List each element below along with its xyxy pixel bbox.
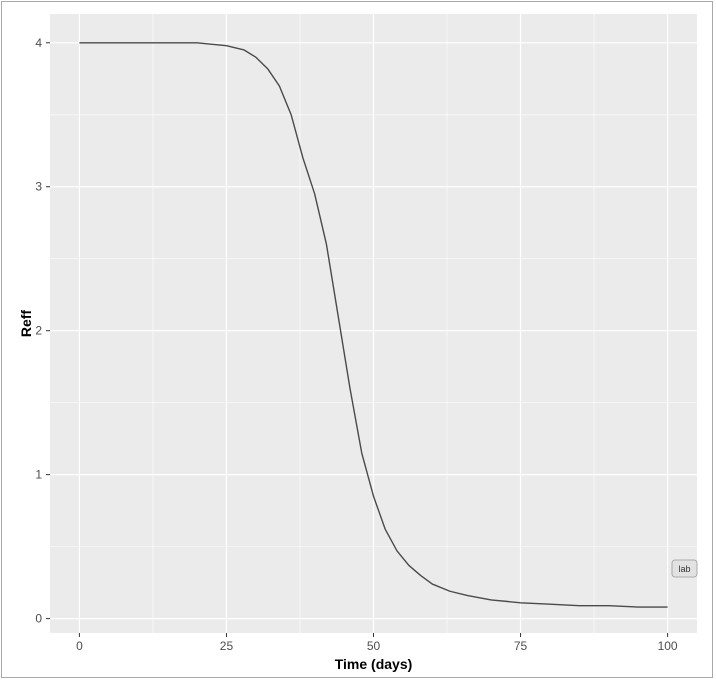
x-tick-label: 75: [514, 639, 528, 653]
x-tick-label: 100: [658, 639, 678, 653]
y-tick-label: 4: [35, 36, 42, 50]
x-tick-label: 0: [76, 639, 83, 653]
y-tick-label: 2: [35, 324, 42, 338]
lab-label-box: [671, 559, 698, 578]
y-tick-label: 3: [35, 180, 42, 194]
y-tick-label: 0: [35, 612, 42, 626]
series-line: [79, 42, 668, 608]
y-tick-label: 1: [35, 468, 42, 482]
y-axis-title: Reff: [18, 310, 34, 338]
x-axis-title: Time (days): [335, 656, 413, 672]
x-tick-label: 25: [220, 639, 234, 653]
x-tick-label: 50: [367, 639, 381, 653]
lab-label-text: lab: [678, 564, 690, 574]
